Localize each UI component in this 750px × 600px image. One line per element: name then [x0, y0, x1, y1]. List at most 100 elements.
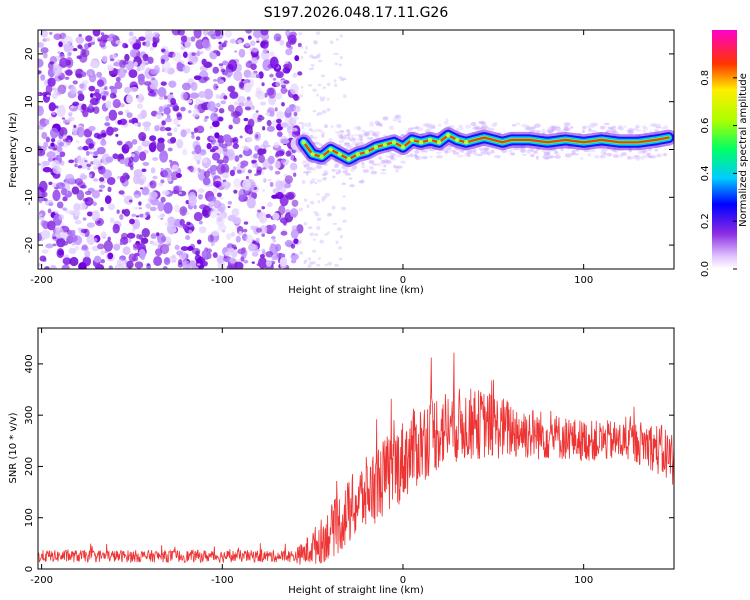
noise-blob — [142, 161, 150, 166]
noise-blob — [100, 32, 105, 36]
noise-blob — [309, 232, 315, 237]
haze-blob — [551, 128, 555, 132]
noise-blob — [261, 206, 266, 210]
noise-blob — [62, 134, 68, 140]
noise-blob — [111, 54, 117, 59]
noise-blob — [261, 82, 265, 87]
haze-blob — [483, 148, 489, 152]
haze-blob — [610, 127, 614, 130]
noise-blob — [266, 144, 271, 148]
noise-blob — [116, 209, 120, 214]
noise-blob — [182, 65, 191, 74]
noise-blob — [226, 148, 235, 161]
noise-blob — [193, 30, 202, 39]
colorbar-tick-label: 0.2 — [700, 213, 711, 229]
noise-blob — [283, 80, 290, 84]
noise-blob — [191, 134, 195, 139]
noise-blob — [136, 233, 141, 240]
haze-blob — [476, 153, 483, 157]
ridge-point — [310, 152, 315, 157]
noise-blob — [224, 30, 233, 38]
x-tick-label: 0 — [400, 575, 406, 586]
noise-blob — [299, 94, 303, 98]
noise-blob — [128, 69, 138, 79]
noise-blob — [285, 41, 292, 48]
noise-blob — [89, 60, 99, 69]
noise-blob — [78, 33, 82, 37]
noise-blob — [158, 182, 163, 187]
noise-blob — [138, 201, 142, 206]
noise-blob — [127, 238, 132, 243]
noise-blob — [298, 240, 303, 244]
haze-blob — [303, 164, 310, 168]
noise-blob — [119, 118, 128, 126]
noise-blob — [222, 60, 229, 66]
noise-blob — [143, 81, 152, 86]
haze-blob — [642, 130, 646, 133]
haze-blob — [332, 175, 336, 179]
noise-blob — [199, 128, 204, 132]
noise-blob — [124, 86, 132, 94]
noise-blob — [278, 204, 286, 215]
noise-blob — [291, 252, 296, 256]
noise-blob — [158, 96, 164, 100]
noise-blob — [251, 191, 257, 200]
noise-blob — [131, 139, 138, 145]
noise-blob — [290, 243, 296, 249]
noise-blob — [333, 79, 337, 83]
haze-blob — [465, 150, 471, 156]
noise-blob — [91, 190, 101, 199]
noise-blob — [269, 51, 275, 57]
noise-blob — [246, 136, 253, 143]
noise-blob — [243, 221, 249, 225]
noise-blob — [187, 246, 194, 252]
noise-blob — [84, 160, 88, 163]
noise-blob — [167, 147, 173, 152]
noise-blob — [252, 30, 263, 39]
noise-blob — [334, 83, 338, 88]
haze-blob — [351, 165, 358, 170]
noise-blob — [237, 39, 243, 44]
noise-blob — [331, 205, 336, 210]
y-tick-label: -20 — [24, 237, 35, 253]
noise-blob — [322, 96, 326, 100]
noise-blob — [119, 242, 123, 246]
x-tick-label: -100 — [211, 275, 234, 286]
ridge-point — [328, 147, 333, 152]
x-tick-label: 100 — [574, 575, 593, 586]
noise-blob — [117, 111, 124, 116]
noise-blob — [58, 126, 68, 137]
noise-blob — [272, 212, 280, 221]
noise-blob — [140, 255, 145, 261]
noise-blob — [203, 76, 210, 81]
noise-blob — [186, 221, 191, 226]
noise-blob — [82, 80, 89, 85]
noise-blob — [90, 41, 95, 45]
ridge-point — [346, 156, 351, 162]
haze-blob — [491, 123, 498, 128]
noise-blob — [104, 195, 112, 205]
noise-blob — [255, 74, 260, 79]
noise-blob — [163, 95, 168, 100]
haze-blob — [479, 147, 484, 151]
haze-blob — [354, 126, 359, 130]
noise-blob — [149, 206, 157, 212]
haze-blob — [527, 149, 531, 153]
noise-blob — [124, 53, 130, 62]
noise-blob — [99, 177, 105, 182]
noise-blob — [279, 39, 285, 46]
noise-blob — [158, 105, 164, 113]
haze-blob — [445, 147, 452, 150]
haze-blob — [346, 128, 351, 133]
noise-blob — [291, 225, 298, 231]
haze-blob — [465, 124, 472, 129]
noise-blob — [134, 261, 144, 269]
noise-blob — [50, 142, 55, 147]
noise-blob — [136, 66, 141, 72]
noise-blob — [326, 98, 330, 101]
noise-blob — [237, 248, 246, 255]
ridge-point — [418, 140, 424, 145]
noise-blob — [289, 162, 298, 171]
noise-blob — [73, 203, 81, 212]
noise-blob — [163, 50, 170, 56]
